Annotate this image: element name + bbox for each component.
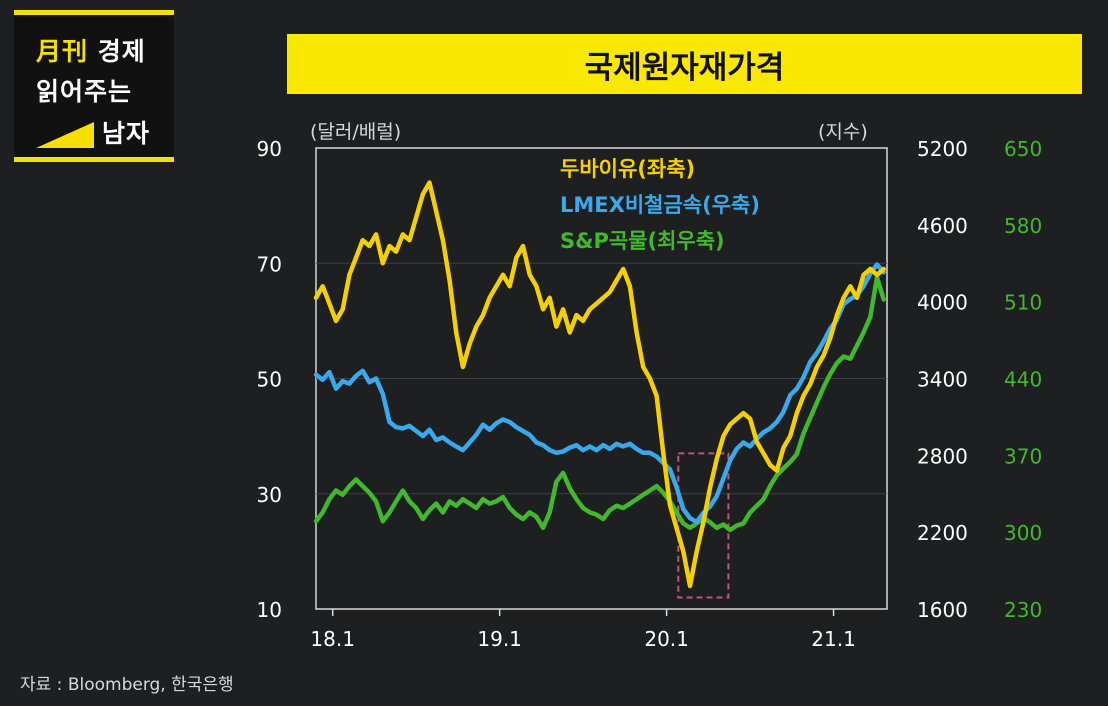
- legend-label: 두바이유(좌축): [560, 157, 695, 181]
- highlight-box: [677, 452, 730, 599]
- logo-bottom-bar: [14, 157, 174, 162]
- right-tick-label: 1600: [917, 598, 968, 622]
- x-tick-label: 18.1: [310, 627, 355, 651]
- left-tick-label: 70: [257, 252, 282, 276]
- right-axis-unit: (지수): [818, 121, 868, 143]
- right-tick-label: 4000: [917, 291, 968, 315]
- series-line: [313, 262, 886, 525]
- right2-tick-label: 440: [1004, 368, 1042, 392]
- right2-tick-label: 510: [1004, 291, 1042, 315]
- right-tick-label: 3400: [917, 368, 968, 392]
- right2-tick-label: 370: [1004, 444, 1042, 468]
- logo-line-2: 읽어주는: [36, 77, 133, 106]
- x-tick-label: 19.1: [477, 627, 522, 651]
- right-tick-label: 2200: [917, 521, 968, 545]
- left-axis-unit: (달러/배럴): [310, 121, 402, 143]
- source-note: 자료 : Bloomberg, 한국은행: [20, 675, 234, 695]
- right2-tick-label: 300: [1004, 521, 1042, 545]
- x-tick-label: 21.1: [811, 627, 856, 651]
- logo-top-bar: [14, 10, 174, 15]
- logo-line-3: 남자: [102, 119, 151, 148]
- right-tick-label: 5200: [917, 137, 968, 161]
- right-tick-label: 2800: [917, 444, 968, 468]
- chart-title: 국제원자재가격: [287, 34, 1082, 94]
- series-line: [313, 180, 886, 589]
- left-tick-label: 10: [257, 598, 282, 622]
- left-tick-label: 50: [257, 368, 282, 392]
- right2-tick-label: 230: [1004, 598, 1042, 622]
- right-tick-label: 4600: [917, 214, 968, 238]
- right2-tick-label: 580: [1004, 214, 1042, 238]
- left-tick-label: 90: [257, 137, 282, 161]
- x-tick-label: 20.1: [644, 627, 689, 651]
- right2-tick-label: 650: [1004, 137, 1042, 161]
- left-tick-label: 30: [257, 483, 282, 507]
- logo-triangle-icon: [36, 122, 94, 148]
- logo-accent-text: 月刊: [36, 37, 89, 66]
- legend-label: LMEX비철금속(우축): [560, 193, 760, 217]
- series-line: [313, 275, 886, 533]
- channel-logo: 月刊 경제 읽어주는 남자: [14, 10, 174, 162]
- logo-line-1: 月刊 경제: [36, 32, 146, 68]
- legend-label: S&P곡물(최우축): [560, 229, 725, 253]
- logo-line-1-text: 경제: [97, 37, 146, 66]
